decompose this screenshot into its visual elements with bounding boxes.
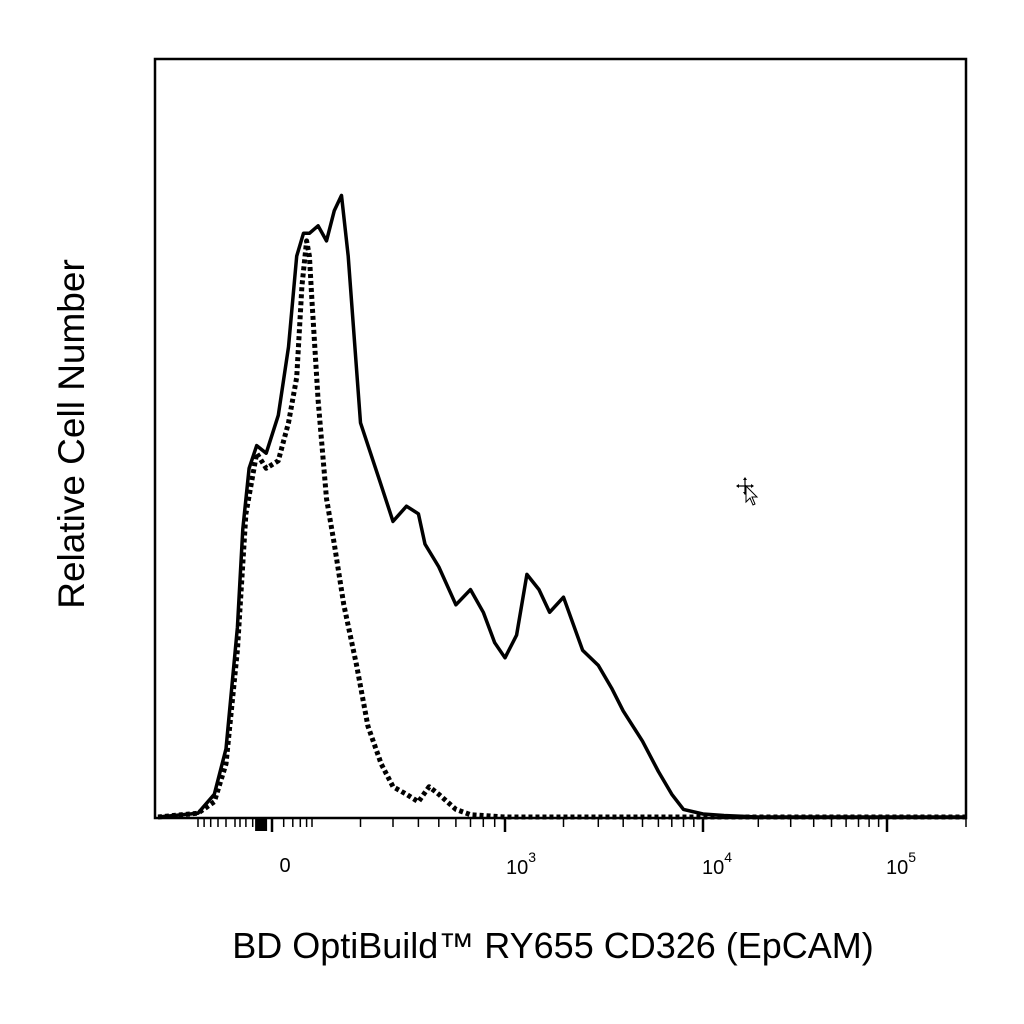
series-dotted-line — [157, 238, 966, 820]
move-cursor-icon — [736, 477, 759, 506]
x-zero-marker — [255, 818, 268, 831]
x-tick-label-1e5: 105 — [886, 849, 916, 879]
x-tick-labels: 0 103 104 105 — [279, 849, 916, 879]
x-tick-label-1e3: 103 — [506, 849, 536, 879]
x-tick-label-0: 0 — [279, 855, 290, 877]
series-layer — [157, 193, 966, 820]
x-axis-label: BD OptiBuild™ RY655 CD326 (EpCAM) — [232, 925, 874, 966]
y-axis-label: Relative Cell Number — [51, 259, 92, 609]
series-solid-line — [157, 193, 966, 819]
x-tick-label-1e4: 104 — [702, 849, 732, 879]
plot-frame — [153, 57, 968, 820]
x-axis-ticks — [197, 818, 967, 832]
